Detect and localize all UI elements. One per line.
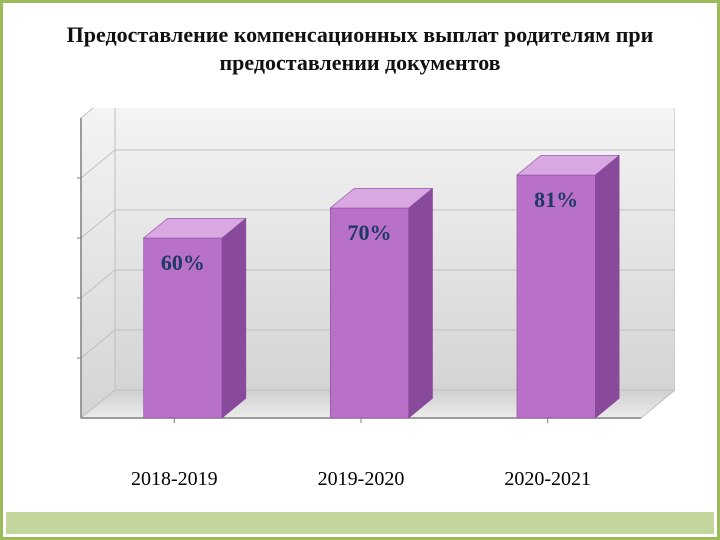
x-axis-labels: 2018-2019 2019-2020 2020-2021	[51, 468, 675, 498]
bar-value-label: 81%	[534, 187, 578, 212]
x-axis-label: 2018-2019	[131, 468, 218, 491]
chart-title: Предоставление компенсационных выплат ро…	[3, 3, 717, 76]
x-axis-label: 2020-2021	[504, 468, 591, 491]
bar-value-label: 60%	[161, 250, 205, 275]
bar-value-label: 70%	[348, 220, 392, 245]
decorative-strip	[6, 512, 714, 534]
slide-frame: Предоставление компенсационных выплат ро…	[0, 0, 720, 540]
bar-chart: 60% 70% 81%	[51, 108, 675, 468]
chart-container: 60% 70% 81%	[51, 108, 675, 468]
x-axis-label: 2019-2020	[318, 468, 405, 491]
